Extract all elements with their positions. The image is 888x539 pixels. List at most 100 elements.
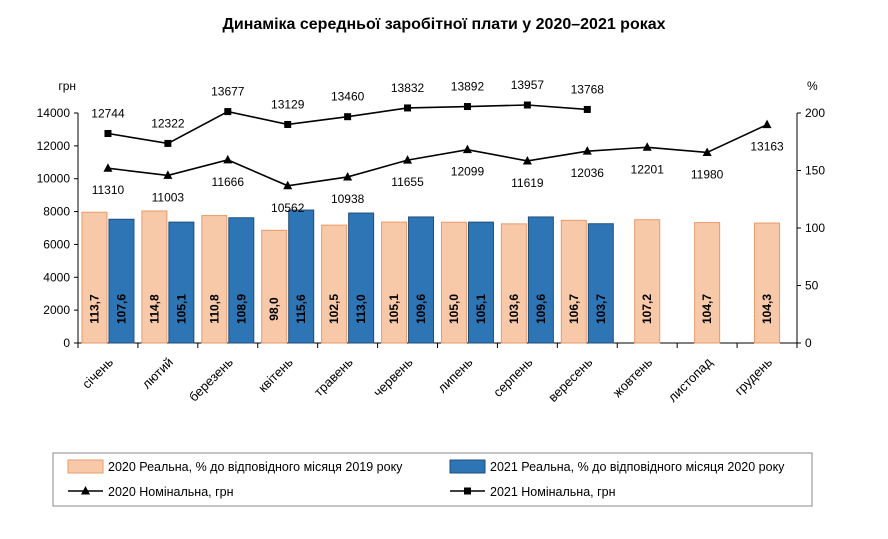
line-2021-nominal-label: 13957 (511, 78, 545, 92)
bar-2021-real (587, 223, 614, 344)
category-label: липень (435, 354, 476, 395)
bar-2020-real (440, 221, 467, 344)
line-2020-nominal-marker (462, 144, 472, 154)
bar-2021-real-label: 109,6 (414, 294, 428, 324)
bar-2020-real-label: 105,0 (447, 294, 461, 324)
bar-2021-real (408, 216, 435, 344)
line-2020-nominal-label: 12201 (631, 162, 665, 176)
line-2021-nominal-label: 13460 (331, 90, 365, 104)
left-tick-label: 10000 (37, 172, 71, 186)
category-label: лютий (139, 355, 176, 392)
right-tick-label: 100 (805, 221, 825, 235)
line-2020-nominal-marker (702, 147, 712, 156)
legend-swatch-2021-real (449, 459, 486, 474)
bar-2020-real (694, 222, 721, 344)
line-2020-nominal-label: 13163 (750, 140, 784, 154)
legend-label-2021-real: 2021 Реальна, % до відповідного місяця 2… (490, 460, 785, 474)
line-2020-nominal-marker (403, 155, 413, 164)
bar-2021-real (228, 217, 255, 344)
line-2021-nominal-label: 13832 (391, 81, 425, 95)
line-2020-nominal-marker (582, 146, 592, 155)
bar-2020-real (634, 219, 661, 344)
bar-2020-real-label: 107,2 (640, 294, 654, 324)
bar-2020-real-label: 102,5 (327, 294, 341, 324)
line-2020-nominal-marker (522, 155, 532, 165)
bar-2020-real (261, 229, 288, 344)
bar-2020-real (201, 215, 228, 344)
line-2021-nominal-label: 13677 (211, 85, 245, 99)
line-2021-nominal-label: 12322 (151, 116, 185, 130)
bar-2020-real (321, 224, 348, 344)
category-label: квітень (255, 354, 296, 395)
legend-box (52, 452, 813, 507)
bar-2020-real (500, 223, 527, 344)
category-label: червень (370, 354, 416, 400)
line-2020-nominal-label: 11666 (212, 175, 245, 189)
line-2020-nominal-marker (223, 154, 233, 164)
line-2020-nominal-marker (343, 171, 353, 181)
bar-2021-real-label: 103,7 (594, 294, 608, 324)
bar-2021-real-label: 113,0 (354, 294, 368, 324)
line-2021-nominal-marker (104, 130, 112, 138)
line-2020-nominal-marker (642, 142, 652, 151)
bar-2021-real (527, 216, 554, 344)
left-tick-label: 4000 (43, 270, 70, 284)
line-2020-nominal-label: 10562 (271, 201, 305, 215)
bar-2020-real-label: 113,7 (87, 294, 101, 324)
bar-2020-real-label: 110,8 (207, 294, 221, 324)
category-label: січень (79, 354, 116, 391)
bar-2021-real-label: 109,6 (534, 294, 548, 324)
line-2021-nominal-label: 13892 (451, 80, 485, 94)
line-2021-nominal-marker (523, 101, 531, 109)
line-2020-nominal-marker (762, 119, 772, 129)
line-2020-nominal-label: 12099 (451, 165, 485, 179)
right-tick-label: 200 (805, 106, 825, 120)
line-2020-nominal-label: 11310 (92, 183, 125, 197)
bar-2020-real (141, 210, 168, 344)
bar-2021-real-label: 115,6 (294, 294, 308, 324)
line-2021-nominal-marker (224, 108, 232, 116)
right-axis-unit: % (807, 79, 818, 93)
right-tick-label: 0 (805, 336, 812, 350)
line-2020-nominal-label: 10938 (331, 192, 365, 206)
legend-marker-2020-nominal (81, 486, 90, 495)
line-2021-nominal-label: 13768 (571, 82, 605, 96)
legend-marker-2021-nominal (464, 487, 471, 495)
line-2021-nominal-marker (404, 104, 412, 112)
bar-2021-real (108, 218, 135, 344)
legend-label-2020-nominal: 2020 Номінальна, грн (108, 485, 234, 499)
left-tick-label: 14000 (37, 106, 71, 120)
category-label: грудень (732, 354, 776, 398)
line-2020-nominal-marker (103, 163, 113, 172)
bar-2020-real-label: 103,6 (507, 294, 521, 324)
left-tick-label: 6000 (43, 237, 70, 251)
bar-2020-real-label: 114,8 (147, 294, 161, 324)
bar-2020-real-label: 104,3 (760, 294, 774, 324)
left-axis-unit: грн (58, 79, 76, 93)
legend-label-2021-nominal: 2021 Номінальна, грн (490, 485, 616, 499)
left-tick-label: 2000 (43, 303, 70, 317)
bar-2020-real (381, 221, 408, 344)
line-2021-nominal-marker (463, 103, 471, 111)
bar-2020-real (81, 211, 108, 344)
line-2021-nominal-marker (164, 139, 172, 147)
bar-2021-real-label: 107,6 (114, 294, 128, 324)
line-2020-nominal-label: 12036 (571, 166, 605, 180)
line-2020-nominal-label: 11655 (391, 175, 424, 189)
legend-swatch-2020-real (67, 459, 104, 474)
line-2021-nominal-marker (284, 120, 292, 128)
category-label: серпень (490, 354, 536, 400)
legend-label-2020-real: 2020 Реальна, % до відповідного місяця 2… (108, 460, 403, 474)
right-tick-label: 150 (805, 164, 825, 178)
bar-2020-real-label: 106,7 (567, 294, 581, 324)
line-2021-nominal-label: 12744 (91, 107, 125, 121)
left-tick-label: 8000 (43, 205, 70, 219)
bar-2021-real-label: 105,1 (474, 294, 488, 324)
bar-2021-real-label: 105,1 (174, 294, 188, 324)
bar-2021-real (288, 209, 315, 344)
bar-2020-real (754, 222, 781, 344)
bar-2021-real (467, 221, 494, 344)
category-label: травень (311, 354, 356, 399)
left-tick-label: 12000 (37, 139, 71, 153)
